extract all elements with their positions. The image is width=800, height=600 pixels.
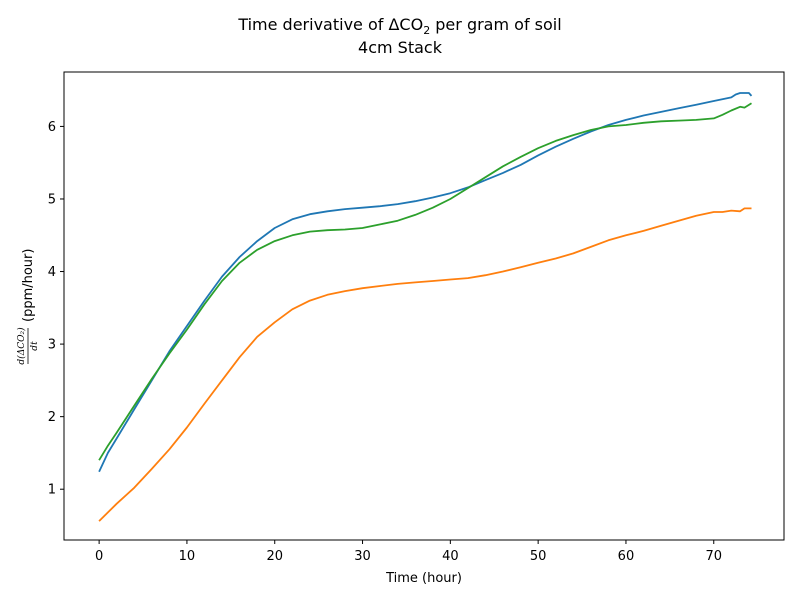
x-tick-label: 60 xyxy=(618,549,635,564)
chart-title-subscript: 2 xyxy=(423,24,431,38)
x-tick-label: 0 xyxy=(95,549,103,564)
y-axis-ticks: 1 2 3 4 5 6 xyxy=(48,120,64,498)
y-tick-label: 4 xyxy=(48,265,56,280)
x-tick-label: 30 xyxy=(354,549,371,564)
chart-subtitle: 4cm Stack xyxy=(358,38,442,57)
x-tick-label: 70 xyxy=(705,549,722,564)
series-layer xyxy=(98,92,753,522)
y-tick-label: 1 xyxy=(48,483,56,498)
y-axis-label: d(ΔCO₂) dt (ppm/hour) xyxy=(16,249,40,365)
y-tick-label: 3 xyxy=(48,338,56,353)
series-line-1 xyxy=(98,92,753,473)
x-tick-label: 40 xyxy=(442,549,459,564)
x-tick-label: 10 xyxy=(179,549,196,564)
y-axis-label-fraction-num: d(ΔCO₂) xyxy=(16,327,27,365)
y-axis-label-unit: (ppm/hour) xyxy=(21,249,36,322)
x-axis-ticks: 0 10 20 30 40 50 60 70 xyxy=(95,540,722,564)
x-axis-label: Time (hour) xyxy=(385,571,462,586)
chart-title: Time derivative of ΔCO2 per gram of soil xyxy=(0,15,800,37)
x-tick-label: 50 xyxy=(530,549,547,564)
y-tick-label: 5 xyxy=(48,192,56,207)
y-tick-label: 6 xyxy=(48,120,56,135)
chart-title-suffix: per gram of soil xyxy=(430,15,562,34)
series-line-3 xyxy=(98,102,752,461)
y-axis-label-fraction-den: dt xyxy=(30,341,40,351)
plot-frame xyxy=(63,71,785,541)
y-tick-label: 2 xyxy=(48,410,56,425)
series-line-2 xyxy=(98,207,752,522)
chart-title-main: Time derivative of ΔCO xyxy=(238,15,424,34)
x-tick-label: 20 xyxy=(266,549,283,564)
